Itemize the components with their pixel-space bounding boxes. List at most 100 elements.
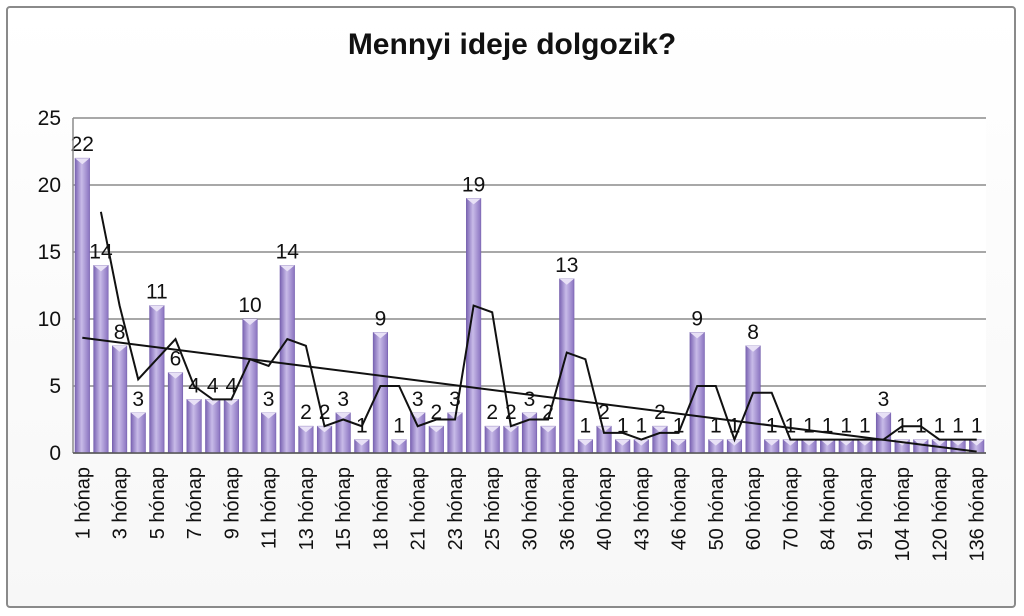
y-tick-label: 20 bbox=[38, 174, 61, 197]
data-label: 3 bbox=[878, 388, 890, 411]
bar-cap bbox=[745, 345, 761, 352]
bar bbox=[689, 332, 705, 454]
bar-cap bbox=[354, 439, 370, 446]
bar-cap bbox=[876, 412, 891, 419]
data-label: 11 bbox=[146, 281, 168, 304]
data-label: 1 bbox=[896, 415, 908, 438]
x-tick-label: 11 hónap bbox=[259, 467, 281, 549]
bar-cap bbox=[838, 439, 854, 446]
x-tick-label: 5 hónap bbox=[147, 467, 169, 539]
bar bbox=[559, 278, 575, 454]
bar-cap bbox=[75, 158, 90, 165]
data-label: 1 bbox=[673, 415, 685, 438]
data-label: 19 bbox=[462, 173, 485, 196]
data-label: 2 bbox=[505, 401, 517, 424]
x-tick-label: 91 hónap bbox=[855, 467, 877, 550]
bar-cap bbox=[708, 439, 724, 446]
bar-cap bbox=[484, 426, 500, 433]
data-label: 22 bbox=[71, 133, 94, 156]
data-label: 4 bbox=[226, 374, 238, 397]
bar-cap bbox=[689, 332, 705, 339]
bar-cap bbox=[317, 426, 332, 433]
x-tick-label: 9 hónap bbox=[221, 467, 243, 539]
bar bbox=[149, 305, 165, 454]
bar-cap bbox=[727, 439, 742, 446]
moving-average-line bbox=[99, 211, 977, 443]
bar bbox=[466, 198, 482, 454]
data-label: 1 bbox=[766, 415, 778, 438]
bar bbox=[279, 265, 295, 454]
bar bbox=[410, 412, 426, 454]
data-label: 8 bbox=[114, 321, 126, 344]
chart-title: Mennyi ideje dolgozik? bbox=[347, 28, 677, 61]
data-label: 1 bbox=[971, 415, 983, 438]
y-tick-label: 15 bbox=[38, 241, 61, 264]
data-label: 1 bbox=[393, 415, 405, 438]
data-label: 2 bbox=[654, 401, 666, 424]
data-label: 1 bbox=[729, 415, 741, 438]
bar bbox=[745, 345, 761, 454]
bar bbox=[223, 399, 239, 454]
bar bbox=[205, 399, 221, 454]
bar-cap bbox=[112, 345, 127, 352]
bar-cap bbox=[820, 439, 835, 446]
bar bbox=[242, 318, 258, 454]
data-label: 1 bbox=[934, 415, 946, 438]
data-label: 14 bbox=[89, 240, 113, 263]
data-label: 1 bbox=[915, 415, 927, 438]
x-tick-label: 60 hónap bbox=[743, 467, 765, 550]
bar-cap bbox=[373, 332, 388, 339]
x-tick-label: 7 hónap bbox=[184, 467, 206, 539]
bar bbox=[261, 412, 277, 454]
bar-cap bbox=[186, 399, 202, 406]
data-label: 3 bbox=[449, 388, 461, 411]
y-tick-label: 5 bbox=[49, 375, 61, 398]
x-tick-label: 23 hónap bbox=[445, 467, 467, 550]
x-tick-label: 1 hónap bbox=[72, 467, 94, 539]
data-label: 4 bbox=[207, 374, 219, 397]
data-label: 2 bbox=[300, 401, 312, 424]
data-label: 3 bbox=[412, 388, 424, 411]
bar-cap bbox=[224, 399, 239, 406]
x-tick-label: 18 hónap bbox=[370, 467, 392, 550]
bar-cap bbox=[559, 278, 575, 285]
bar-cap bbox=[801, 439, 817, 446]
x-tick-label: 3 hónap bbox=[110, 467, 132, 539]
data-label: 9 bbox=[375, 307, 387, 330]
data-label: 9 bbox=[691, 307, 703, 330]
bar-cap bbox=[578, 439, 593, 446]
bar bbox=[130, 412, 146, 454]
data-label: 1 bbox=[356, 415, 368, 438]
data-label: 2 bbox=[430, 401, 442, 424]
bar bbox=[74, 157, 90, 454]
bar-cap bbox=[671, 439, 686, 446]
bar-cap bbox=[913, 439, 929, 446]
x-tick-label: 13 hónap bbox=[296, 467, 318, 550]
bar-cap bbox=[168, 372, 183, 379]
x-tick-label: 40 hónap bbox=[594, 467, 616, 550]
bar-cap bbox=[261, 412, 276, 419]
y-tick-label: 25 bbox=[38, 107, 61, 130]
plot-area bbox=[73, 118, 986, 453]
x-tick-label: 120 hónap bbox=[929, 467, 951, 562]
bar-cap bbox=[969, 439, 984, 446]
x-tick-label: 104 hónap bbox=[892, 467, 914, 562]
bar-cap bbox=[466, 198, 481, 205]
data-label: 2 bbox=[486, 401, 498, 424]
bar bbox=[372, 332, 389, 454]
bar-cap bbox=[149, 305, 165, 312]
bar-cap bbox=[615, 439, 630, 446]
bar-cap bbox=[932, 439, 947, 446]
x-tick-label: 50 hónap bbox=[706, 467, 728, 550]
data-label: 3 bbox=[263, 388, 275, 411]
trendline bbox=[82, 336, 977, 453]
x-tick-label: 30 hónap bbox=[520, 467, 542, 550]
x-tick-label: 25 hónap bbox=[482, 467, 504, 550]
bar-cap bbox=[652, 426, 668, 433]
x-tick-label: 15 hónap bbox=[333, 467, 355, 550]
data-label: 1 bbox=[580, 415, 592, 438]
bar-cap bbox=[503, 426, 519, 433]
y-tick-label: 0 bbox=[49, 442, 61, 465]
data-label: 1 bbox=[635, 415, 647, 438]
